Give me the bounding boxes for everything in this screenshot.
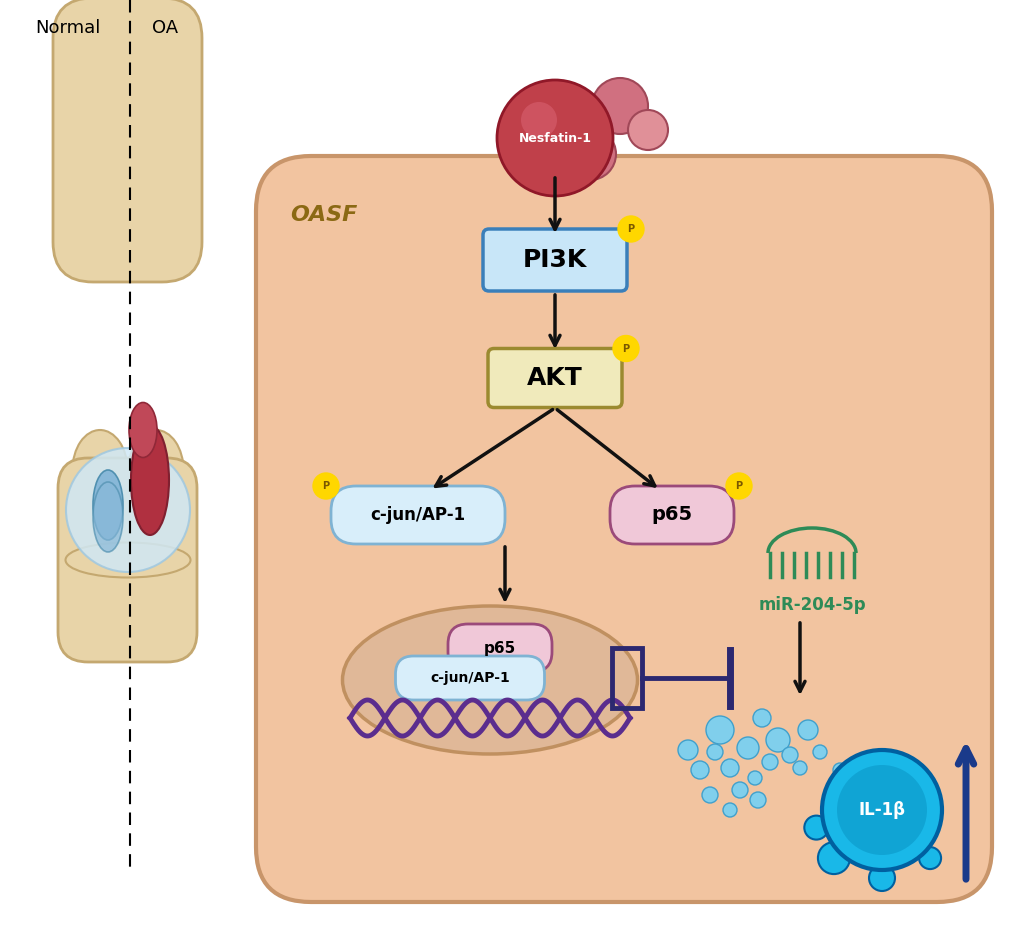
Text: P: P (627, 224, 634, 234)
Circle shape (678, 740, 697, 760)
Circle shape (705, 716, 734, 744)
Text: P: P (622, 343, 629, 353)
Circle shape (765, 728, 790, 752)
Circle shape (564, 128, 615, 180)
Circle shape (726, 473, 751, 499)
Circle shape (628, 110, 667, 150)
Text: Normal: Normal (36, 19, 101, 37)
Text: P: P (735, 481, 742, 491)
Text: OA: OA (152, 19, 178, 37)
Ellipse shape (128, 402, 157, 458)
Text: OASF: OASF (289, 205, 357, 225)
Circle shape (782, 747, 797, 763)
FancyBboxPatch shape (609, 486, 734, 544)
Circle shape (313, 473, 338, 499)
Bar (611, 648, 641, 708)
FancyBboxPatch shape (58, 458, 197, 662)
Circle shape (521, 102, 556, 138)
Circle shape (747, 771, 761, 785)
Ellipse shape (93, 470, 123, 540)
Ellipse shape (130, 425, 169, 535)
Ellipse shape (93, 482, 123, 552)
Circle shape (720, 759, 739, 777)
Circle shape (792, 761, 806, 775)
Circle shape (690, 761, 708, 779)
Circle shape (618, 216, 643, 242)
Ellipse shape (342, 606, 637, 754)
FancyBboxPatch shape (447, 624, 551, 672)
Text: p65: p65 (483, 640, 516, 656)
Circle shape (797, 720, 817, 740)
Text: c-jun/AP-1: c-jun/AP-1 (370, 506, 465, 524)
Text: IL-1β: IL-1β (858, 801, 905, 819)
Circle shape (918, 847, 941, 870)
Circle shape (749, 792, 765, 808)
FancyBboxPatch shape (487, 349, 622, 408)
Text: Nesfatin-1: Nesfatin-1 (518, 131, 591, 144)
Circle shape (761, 754, 777, 770)
Circle shape (722, 803, 737, 817)
Circle shape (837, 765, 926, 855)
Ellipse shape (72, 430, 127, 510)
Text: AKT: AKT (527, 366, 582, 390)
Circle shape (821, 750, 942, 870)
Ellipse shape (128, 430, 183, 510)
Text: p65: p65 (651, 505, 692, 524)
FancyBboxPatch shape (256, 156, 991, 902)
Circle shape (833, 763, 846, 777)
Circle shape (591, 78, 647, 134)
Circle shape (752, 709, 770, 727)
Circle shape (843, 784, 855, 796)
Circle shape (804, 816, 827, 840)
Circle shape (496, 80, 612, 196)
Circle shape (701, 787, 717, 803)
Circle shape (612, 336, 638, 362)
Text: miR-204-5p: miR-204-5p (757, 596, 865, 614)
Circle shape (737, 737, 758, 759)
Circle shape (66, 448, 190, 572)
Circle shape (706, 744, 722, 760)
Circle shape (812, 745, 826, 759)
Ellipse shape (65, 542, 191, 577)
Circle shape (732, 782, 747, 798)
FancyBboxPatch shape (331, 486, 504, 544)
Text: c-jun/AP-1: c-jun/AP-1 (430, 671, 510, 685)
FancyBboxPatch shape (395, 656, 544, 700)
Text: PI3K: PI3K (523, 248, 587, 272)
Circle shape (868, 865, 894, 891)
Circle shape (817, 842, 849, 874)
FancyBboxPatch shape (53, 0, 202, 282)
Text: P: P (322, 481, 329, 491)
FancyBboxPatch shape (483, 229, 627, 291)
